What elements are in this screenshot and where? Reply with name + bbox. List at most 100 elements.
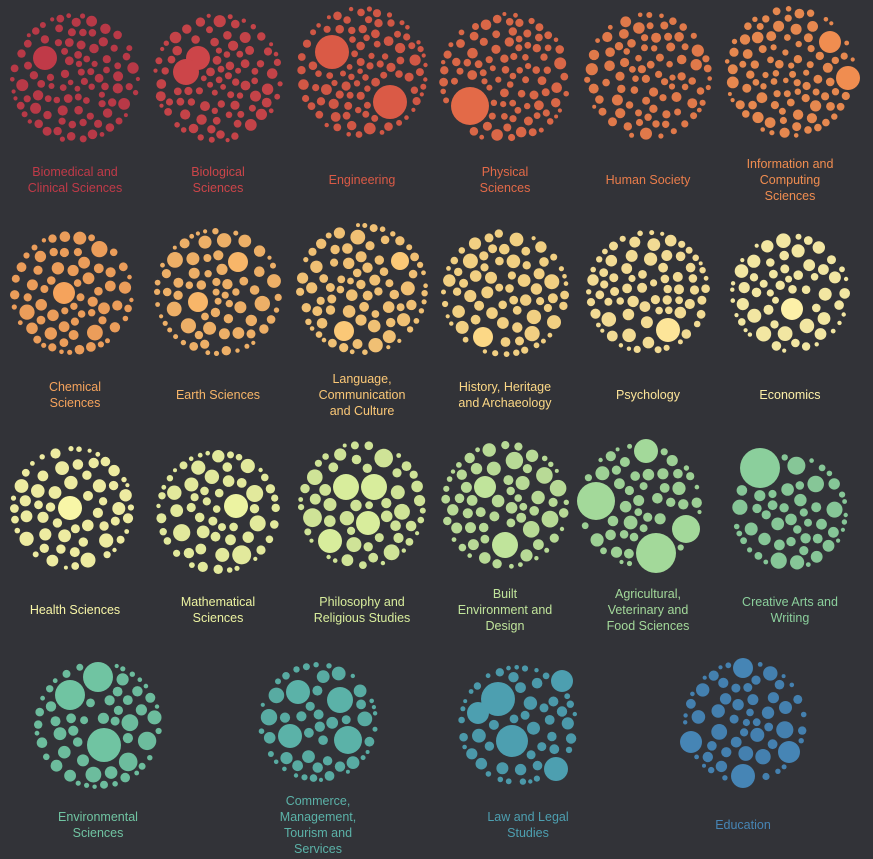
bubble — [747, 254, 761, 268]
bubble — [696, 309, 706, 319]
bubble — [98, 91, 105, 98]
category-label: Creative Arts and Writing — [742, 595, 838, 625]
bubble — [265, 484, 276, 494]
bubble — [205, 450, 210, 456]
bubble — [215, 76, 223, 84]
bubble — [251, 77, 259, 85]
bubble — [742, 49, 753, 59]
bubble — [813, 74, 823, 84]
bubble — [225, 61, 235, 71]
bubble — [750, 727, 765, 742]
bubble — [112, 686, 123, 697]
bubble — [160, 262, 165, 268]
bubble — [733, 523, 740, 530]
bubble — [204, 270, 212, 278]
bubble — [348, 26, 356, 35]
bubble — [10, 64, 19, 73]
bubble — [770, 78, 778, 85]
bubble — [302, 39, 312, 48]
bubble — [416, 40, 421, 45]
bubble — [53, 727, 67, 741]
bubble — [677, 72, 686, 81]
bubble — [470, 463, 483, 475]
bubble — [803, 69, 810, 76]
bubble — [544, 274, 560, 290]
bubble — [586, 289, 592, 295]
bubble — [644, 252, 658, 266]
bubble — [758, 45, 767, 54]
bubble — [764, 722, 774, 732]
bubble — [761, 240, 774, 253]
bubble — [456, 39, 465, 48]
bubble — [639, 301, 651, 312]
bubble — [35, 299, 47, 311]
bubble — [348, 73, 355, 81]
bubble — [118, 98, 130, 110]
bubble — [619, 500, 632, 513]
bubble — [100, 23, 111, 34]
bubble — [100, 456, 111, 467]
bubble — [86, 112, 94, 120]
bubble — [188, 123, 199, 134]
bubble — [104, 695, 115, 706]
bubble — [240, 80, 251, 91]
bubble — [777, 326, 793, 341]
bubble — [356, 223, 360, 228]
bubble — [473, 682, 482, 690]
bubble — [600, 547, 607, 555]
bubble — [173, 290, 183, 300]
bubble — [666, 455, 678, 467]
bubble — [45, 502, 56, 512]
bubble — [529, 90, 539, 100]
bubble — [273, 51, 279, 57]
bubble — [781, 674, 786, 679]
bubble — [233, 119, 242, 128]
bubble — [316, 318, 328, 329]
bubble — [102, 55, 111, 64]
bubble — [293, 773, 299, 778]
bubble — [479, 552, 491, 564]
bubble — [355, 106, 362, 114]
bubble — [750, 60, 759, 69]
bubble — [480, 534, 490, 544]
bubble — [75, 780, 81, 786]
bubble — [333, 11, 342, 21]
bubble — [221, 346, 231, 356]
bubble — [524, 102, 531, 110]
bubble — [479, 37, 488, 46]
bubble — [236, 92, 244, 99]
bubble — [302, 94, 310, 103]
bubble — [672, 271, 683, 282]
bubble — [355, 131, 363, 138]
bubble — [344, 101, 353, 110]
bubble — [734, 313, 739, 318]
bubble — [50, 448, 61, 459]
bubble — [799, 546, 809, 556]
bubble — [586, 298, 596, 307]
bubble — [742, 110, 750, 118]
bubble — [212, 277, 221, 287]
bubble — [399, 20, 405, 26]
bubble — [793, 525, 802, 534]
bubble — [80, 716, 89, 725]
bubble — [333, 227, 345, 239]
bubble — [186, 502, 196, 513]
bubble — [212, 450, 225, 463]
category-label: Physical Sciences — [479, 165, 531, 195]
bubble — [542, 672, 550, 680]
bubble — [440, 88, 447, 95]
bubble — [779, 250, 789, 261]
bubble — [657, 468, 669, 480]
bubble — [386, 62, 396, 72]
bubble — [614, 478, 625, 490]
bubble — [690, 691, 695, 697]
bubble — [109, 248, 118, 257]
bubble — [454, 493, 465, 504]
bubble — [346, 289, 358, 302]
bubble — [440, 66, 449, 75]
bubble — [172, 245, 177, 250]
bubble — [683, 720, 688, 725]
bubble — [59, 136, 65, 142]
bubble — [74, 93, 82, 101]
bubble — [132, 89, 139, 96]
